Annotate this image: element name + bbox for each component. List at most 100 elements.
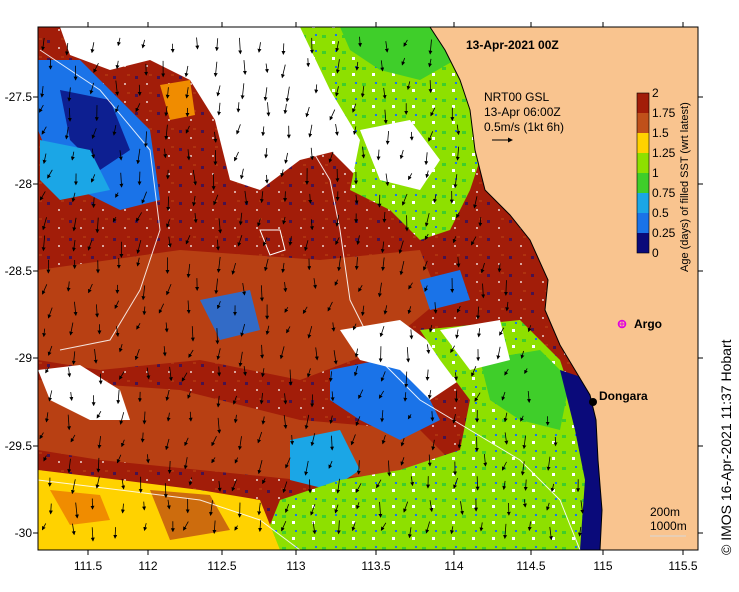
lon-tick-label: 112.5 — [207, 559, 236, 573]
current-vector-arrow — [70, 434, 76, 443]
current-vector-arrow — [353, 366, 359, 377]
lon-tick-label: 114 — [444, 559, 463, 573]
current-vector-arrow — [136, 148, 141, 165]
current-vector-arrow — [137, 84, 142, 96]
current-vector-arrow — [281, 520, 287, 532]
current-vector-arrow — [288, 369, 293, 386]
current-vector-arrow — [281, 262, 286, 273]
current-vector-arrow — [334, 279, 339, 286]
current-vector-arrow — [71, 192, 76, 203]
current-vector-arrow — [382, 87, 387, 100]
current-vector-arrow — [116, 454, 122, 464]
current-vector-arrow — [119, 412, 125, 425]
current-vector-arrow — [266, 102, 271, 117]
green-dark-southeast — [480, 350, 570, 430]
current-vector-arrow — [380, 241, 385, 254]
lat-tick-label: -28 — [15, 177, 33, 191]
colorbar-tick: 2 — [652, 86, 659, 100]
current-vector-arrow — [350, 434, 356, 446]
current-vector-arrow — [280, 169, 285, 178]
current-vector-arrow — [408, 173, 413, 181]
current-vector-arrow — [425, 521, 431, 534]
current-vector-arrow — [91, 148, 96, 159]
current-vector-arrow — [471, 366, 477, 377]
current-vector-arrow — [257, 42, 262, 53]
current-vector-arrow — [40, 86, 45, 98]
current-vector-arrow — [335, 214, 340, 227]
current-vector-arrow — [283, 415, 288, 429]
current-vector-arrow — [216, 348, 221, 360]
current-vector-arrow — [380, 60, 385, 72]
current-vector-arrow — [407, 306, 412, 315]
current-vector-arrow — [479, 522, 484, 532]
current-vector-arrow — [331, 322, 336, 332]
current-vector-arrow — [548, 526, 553, 541]
current-vector-arrow — [259, 392, 264, 405]
current-vector-arrow — [313, 278, 317, 289]
lat-tick-label: -29 — [15, 351, 33, 365]
current-vector-arrow — [115, 326, 120, 338]
current-vector-arrow — [429, 500, 434, 513]
current-vector-arrow — [181, 372, 188, 382]
current-vector-arrow — [64, 127, 69, 140]
current-vector-arrow — [231, 262, 236, 275]
current-vector-arrow — [96, 457, 101, 473]
current-vector-arrow — [217, 102, 222, 116]
current-vector-arrow — [187, 391, 192, 399]
current-vector-arrow — [356, 502, 360, 510]
product-label: NRT00 GSL — [484, 90, 549, 104]
current-vector-arrow — [329, 415, 334, 425]
current-vector-arrow — [234, 457, 239, 464]
current-vector-arrow — [453, 477, 459, 489]
current-vector-arrow — [186, 300, 191, 314]
current-vector-arrow — [424, 213, 430, 227]
colorbar-title: Age (days) of filled SST (wrt latest) — [679, 102, 691, 272]
current-vector-arrow — [460, 501, 464, 516]
current-vector-arrow — [383, 109, 388, 125]
lon-tick-label: 113.5 — [361, 559, 390, 573]
current-vector-arrow — [143, 523, 148, 532]
current-vector-arrow — [283, 393, 288, 405]
current-vector-arrow — [330, 435, 335, 451]
current-vector-arrow — [165, 87, 170, 99]
colorbar-tick: 0.5 — [652, 206, 669, 220]
current-vector-arrow — [475, 476, 480, 491]
current-vector-arrow — [403, 501, 409, 513]
colorbar-tick: 0 — [652, 246, 659, 260]
current-vector-arrow — [239, 168, 244, 180]
current-vector-arrow — [71, 351, 76, 365]
current-vector-arrow — [406, 347, 411, 363]
current-vector-arrow — [188, 411, 193, 422]
current-vector-arrow — [240, 323, 246, 337]
current-vector-arrow — [314, 84, 319, 94]
current-vector-arrow — [499, 327, 505, 336]
current-vector-arrow — [120, 503, 125, 514]
contour-south — [38, 479, 301, 550]
current-vector-arrow — [42, 328, 47, 338]
land-western-australia — [429, 27, 698, 550]
current-vector-arrow — [140, 432, 145, 443]
current-vector-arrow — [166, 283, 172, 296]
current-vector-arrow — [217, 480, 222, 492]
lon-tick-label: 115 — [593, 559, 612, 573]
current-vector-arrow — [502, 461, 507, 471]
current-vector-arrow — [96, 411, 102, 419]
current-vector-arrow — [240, 83, 245, 100]
contour-island — [259, 229, 286, 256]
current-vector-arrow — [496, 346, 501, 360]
current-vector-arrow — [257, 218, 261, 227]
current-vector-arrow — [115, 192, 119, 198]
current-vector-arrow — [43, 455, 48, 462]
current-vector-arrow — [327, 301, 333, 312]
current-vector-arrow — [137, 171, 142, 186]
current-vector-arrow — [163, 148, 168, 159]
current-vector-arrow — [480, 262, 485, 274]
imos-credit: © IMOS 16-Apr-2021 11:37 Hobart — [718, 339, 734, 556]
current-vector-arrow — [354, 257, 359, 271]
navy-patch-west — [60, 90, 130, 170]
current-vector-arrow — [91, 197, 96, 209]
current-vector-arrow — [352, 126, 357, 136]
current-vector-arrow — [403, 39, 408, 47]
contour-legend-1000m: 1000m — [650, 519, 687, 533]
current-vector-arrow — [577, 526, 582, 537]
